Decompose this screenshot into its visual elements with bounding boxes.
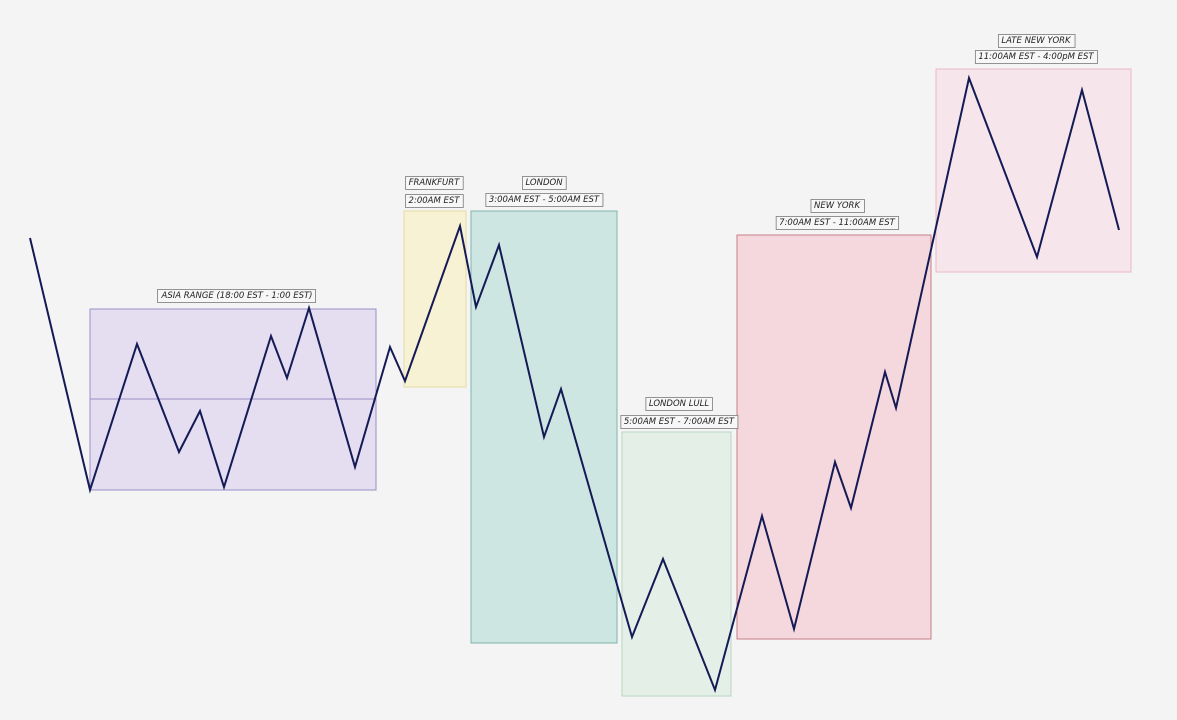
- frankfurt-title-label-text: FRANKFURT: [409, 178, 461, 188]
- new-york-time-label-text: 7:00AM EST - 11:00AM EST: [779, 218, 895, 228]
- new-york-title-label: NEW YORK: [810, 199, 865, 213]
- price-path: [29, 74, 1120, 694]
- new-york-session-box: [736, 234, 932, 640]
- london-lull-title-label: LONDON LULL: [645, 397, 713, 411]
- new-york-title-label-text: NEW YORK: [814, 201, 861, 211]
- london-lull-time-label-text: 5:00AM EST - 7:00AM EST: [624, 417, 735, 427]
- frankfurt-time-label-text: 2:00AM EST: [409, 196, 461, 206]
- london-lull-title-label-text: LONDON LULL: [649, 399, 710, 409]
- late-new-york-time-label: 11:00AM EST - 4:00pM EST: [974, 50, 1098, 64]
- late-new-york-title-label: LATE NEW YORK: [997, 34, 1076, 48]
- frankfurt-title-label: FRANKFURT: [405, 176, 464, 190]
- london-time-label: 3:00AM EST - 5:00AM EST: [485, 193, 604, 207]
- london-session-box: [470, 210, 618, 644]
- late-new-york-session-box: [935, 68, 1132, 273]
- late-new-york-time-label-text: 11:00AM EST - 4:00pM EST: [978, 52, 1094, 62]
- frankfurt-time-label: 2:00AM EST: [405, 194, 464, 208]
- london-title-label-text: LONDON: [525, 178, 563, 188]
- london-lull-session-box: [621, 431, 732, 697]
- asia-title-label-text: ASIA RANGE (18:00 EST - 1:00 EST): [161, 291, 313, 301]
- london-time-label-text: 3:00AM EST - 5:00AM EST: [489, 195, 600, 205]
- late-new-york-title-label-text: LATE NEW YORK: [1001, 36, 1072, 46]
- asia-title-label: ASIA RANGE (18:00 EST - 1:00 EST): [157, 289, 316, 303]
- london-title-label: LONDON: [522, 176, 567, 190]
- new-york-time-label: 7:00AM EST - 11:00AM EST: [775, 216, 900, 230]
- london-lull-time-label: 5:00AM EST - 7:00AM EST: [620, 415, 739, 429]
